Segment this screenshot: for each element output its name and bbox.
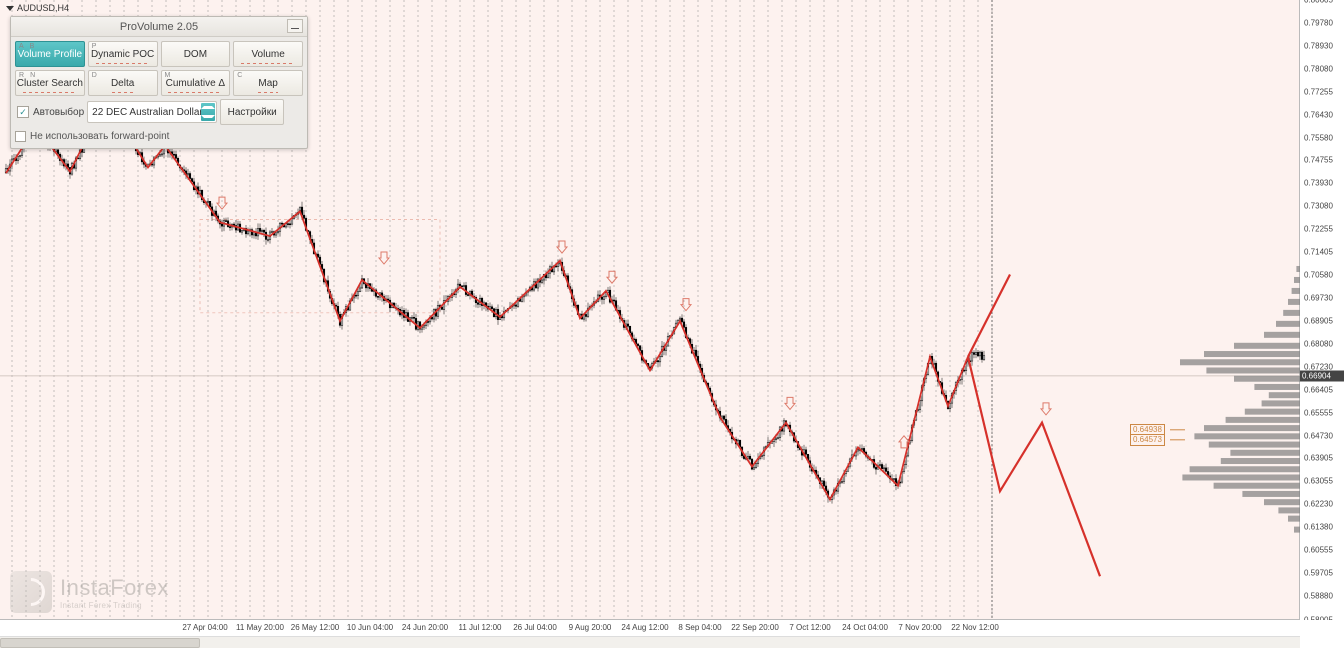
y-axis: 0.80605 0.79780 0.78930 0.78080 0.77255 0.764…: [1300, 0, 1344, 620]
panel-btn-label: Cluster Search: [17, 78, 83, 89]
x-tick: 24 Aug 12:00: [621, 623, 668, 632]
x-tick: 11 May 20:00: [236, 623, 284, 632]
x-tick: 26 Jul 04:00: [513, 623, 557, 632]
panel-btn-label: DOM: [184, 49, 207, 60]
watermark-tagline: Instant Forex Trading: [60, 601, 169, 610]
chevron-down-icon: [6, 6, 14, 11]
settings-label: Настройки: [228, 107, 277, 118]
panel-btn-map[interactable]: CMap: [233, 70, 303, 96]
y-tick: 0.78080: [1304, 65, 1333, 74]
settings-button[interactable]: Настройки: [220, 99, 284, 125]
forward-point-label: Не использовать forward-point: [30, 131, 169, 142]
x-tick: 24 Jun 20:00: [402, 623, 448, 632]
level-label: 0.64573: [1130, 434, 1165, 446]
panel-btn-label: Delta: [111, 78, 134, 89]
y-tick: 0.80605: [1304, 0, 1333, 5]
panel-btn-cluster-search[interactable]: RNCluster Search: [15, 70, 85, 96]
minimize-button[interactable]: [287, 19, 303, 33]
x-tick: 7 Nov 20:00: [898, 623, 941, 632]
x-tick: 11 Jul 12:00: [459, 623, 502, 632]
y-tick: 0.72255: [1304, 225, 1333, 234]
autopick-label: Автовыбор: [33, 107, 84, 118]
panel-btn-label: Cumulative Δ: [166, 78, 225, 89]
panel-btn-dom[interactable]: DOM: [161, 41, 231, 67]
x-tick: 22 Sep 20:00: [731, 623, 779, 632]
y-tick: 0.74755: [1304, 156, 1333, 165]
panel-btn-volume-profile[interactable]: ABVolume Profile: [15, 41, 85, 67]
y-tick: 0.60555: [1304, 546, 1333, 555]
y-tick: 0.73930: [1304, 179, 1333, 188]
y-tick: 0.70580: [1304, 271, 1333, 280]
y-tick: 0.75580: [1304, 133, 1333, 142]
panel-title: ProVolume 2.05: [120, 21, 198, 33]
y-tick: 0.64730: [1304, 431, 1333, 440]
provolume-panel[interactable]: ProVolume 2.05 ABVolume ProfilePDynamic …: [10, 16, 308, 149]
y-tick: 0.62230: [1304, 500, 1333, 509]
x-tick: 27 Apr 04:00: [182, 623, 227, 632]
y-tick: 0.63055: [1304, 477, 1333, 486]
y-tick: 0.73080: [1304, 202, 1333, 211]
instrument-picker[interactable]: 22 DEC Australian Dollar: [87, 101, 217, 123]
chart-area[interactable]: 0.649380.64573 AUDUSD,H4 ProVolume 2.05 …: [0, 0, 1300, 620]
scrollbar-thumb[interactable]: [0, 638, 200, 648]
x-tick: 26 May 12:00: [291, 623, 339, 632]
watermark-name: InstaForex: [60, 575, 169, 601]
autopick-checkbox[interactable]: ✓ Автовыбор: [15, 106, 84, 118]
y-tick: 0.58880: [1304, 591, 1333, 600]
x-tick: 10 Jun 04:00: [347, 623, 393, 632]
symbol-chip[interactable]: AUDUSD,H4: [6, 3, 69, 13]
panel-btn-volume[interactable]: Volume: [233, 41, 303, 67]
panel-titlebar[interactable]: ProVolume 2.05: [11, 17, 307, 37]
x-tick: 8 Sep 04:00: [678, 623, 721, 632]
x-tick: 24 Oct 04:00: [842, 623, 888, 632]
y-tick: 0.66405: [1304, 385, 1333, 394]
y-tick: 0.78930: [1304, 41, 1333, 50]
forward-point-checkbox[interactable]: [15, 131, 26, 142]
panel-btn-delta[interactable]: DDelta: [88, 70, 158, 96]
panel-btn-label: Dynamic POC: [91, 49, 154, 60]
current-price-tag: 0.66904: [1300, 370, 1344, 381]
watermark: InstaForex Instant Forex Trading: [10, 571, 169, 613]
logo-icon: [10, 571, 52, 613]
y-tick: 0.68080: [1304, 339, 1333, 348]
y-tick: 0.69730: [1304, 294, 1333, 303]
y-tick: 0.76430: [1304, 110, 1333, 119]
spinner-icon[interactable]: [201, 103, 215, 121]
y-tick: 0.59705: [1304, 569, 1333, 578]
y-tick: 0.68905: [1304, 316, 1333, 325]
scrollbar-h[interactable]: [0, 636, 1300, 648]
y-tick: 0.71405: [1304, 248, 1333, 257]
x-tick: 22 Nov 12:00: [951, 623, 999, 632]
y-tick: 0.65555: [1304, 408, 1333, 417]
y-tick: 0.63905: [1304, 454, 1333, 463]
panel-btn-label: Volume Profile: [18, 49, 82, 60]
symbol-text: AUDUSD,H4: [17, 3, 69, 13]
panel-btn-dynamic-poc[interactable]: PDynamic POC: [88, 41, 158, 67]
x-tick: 7 Oct 12:00: [789, 623, 830, 632]
panel-btn-cumulative-[interactable]: MCumulative Δ: [161, 70, 231, 96]
y-tick: 0.77255: [1304, 87, 1333, 96]
y-tick: 0.61380: [1304, 523, 1333, 532]
instrument-value: 22 DEC Australian Dollar: [92, 107, 203, 118]
y-tick: 0.79780: [1304, 18, 1333, 27]
panel-btn-label: Volume: [251, 49, 284, 60]
x-tick: 9 Aug 20:00: [569, 623, 612, 632]
panel-btn-label: Map: [258, 78, 277, 89]
